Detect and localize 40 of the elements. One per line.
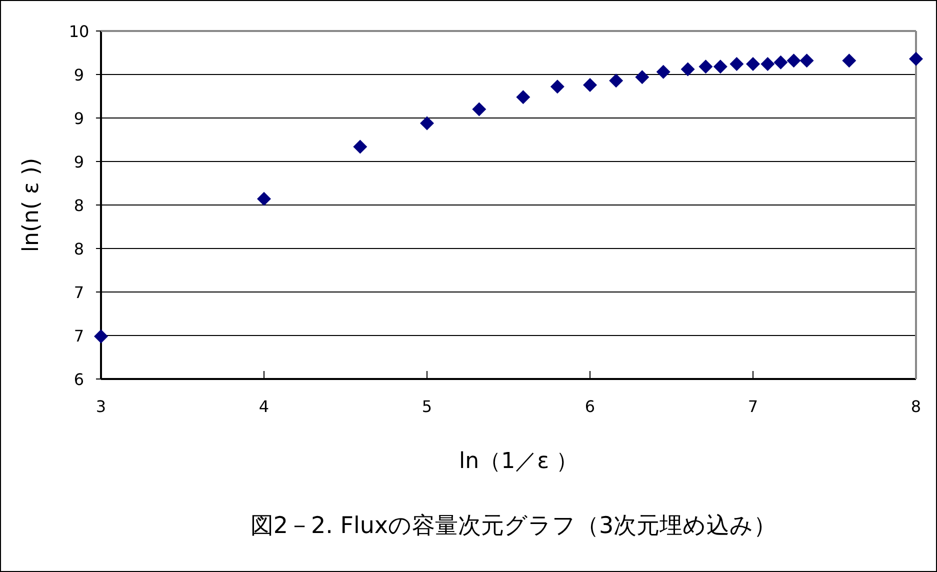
point — [420, 116, 434, 130]
x-tick-label: 5 — [422, 397, 432, 416]
point — [909, 52, 923, 66]
y-tick-label: 9 — [74, 66, 84, 84]
y-axis-title: ln(n( ε )) — [19, 158, 44, 252]
x-axis-title: ln（1／ε ） — [459, 449, 578, 474]
x-tick-label: 7 — [748, 397, 758, 416]
point — [713, 60, 728, 74]
point — [583, 78, 597, 92]
point — [800, 54, 814, 68]
point — [760, 57, 775, 72]
x-tick-label: 4 — [258, 397, 270, 416]
y-tick-label: 8 — [74, 196, 84, 215]
point — [680, 62, 695, 76]
point — [635, 70, 650, 84]
point — [656, 64, 670, 79]
point — [746, 57, 760, 72]
point — [786, 54, 801, 68]
point — [609, 74, 624, 88]
point — [257, 192, 271, 206]
point — [730, 57, 744, 72]
y-tick-label: 10 — [68, 22, 90, 41]
point — [842, 54, 856, 68]
point — [94, 329, 108, 344]
x-tick-label: 3 — [96, 397, 106, 416]
y-tick-label: 8 — [74, 240, 84, 258]
x-tick-label: 6 — [584, 397, 596, 416]
point — [698, 60, 713, 74]
point — [353, 140, 368, 154]
x-tick-label: 8 — [910, 397, 922, 416]
y-tick-label: 9 — [74, 109, 84, 128]
point — [472, 102, 486, 116]
y-tick-label: 6 — [74, 370, 84, 389]
point — [550, 80, 564, 94]
text: 図2－2. Fluxの容量次元グラフ（3次元埋め込み） — [250, 513, 777, 539]
y-tick-label: 7 — [74, 326, 84, 346]
y-tick-label: 7 — [74, 283, 84, 302]
point — [516, 90, 530, 104]
y-tick-label: 9 — [74, 152, 84, 172]
point — [774, 55, 788, 70]
